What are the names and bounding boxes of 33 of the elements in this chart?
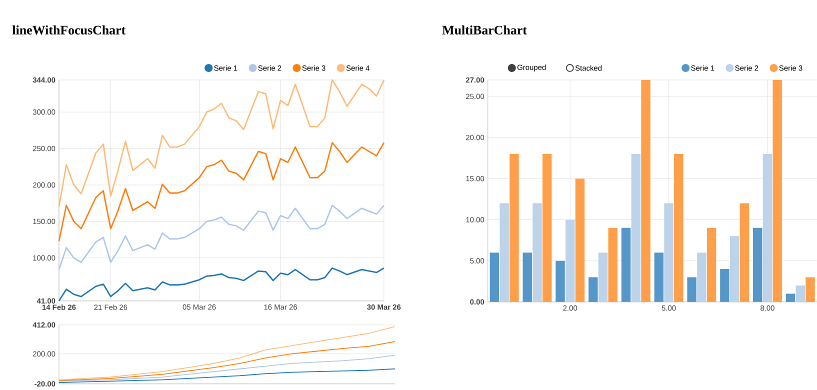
bar: [706, 228, 716, 302]
bar: [588, 277, 598, 302]
bar: [631, 154, 640, 302]
bar: [796, 286, 805, 302]
bar: [720, 269, 730, 302]
bar: [752, 228, 762, 302]
bar: [762, 154, 772, 302]
bar: [641, 80, 650, 302]
bar: [697, 252, 706, 302]
bar: [674, 154, 684, 302]
bar: [490, 252, 500, 302]
bar: [522, 252, 532, 302]
bar: [542, 154, 552, 302]
bar: [510, 154, 519, 302]
bar: [532, 203, 542, 302]
bar: [664, 203, 674, 302]
bar: [730, 236, 740, 302]
bar: [740, 203, 750, 302]
bar: [621, 228, 631, 302]
bar: [598, 252, 608, 302]
bar: [786, 294, 796, 302]
bar: [556, 260, 565, 302]
bar: [654, 252, 664, 302]
bar: [772, 80, 782, 302]
bar: [608, 228, 618, 302]
chart-title: MultiBarChart: [442, 25, 527, 35]
bar: [500, 203, 509, 302]
bar: [806, 277, 815, 302]
chart-title: lineWithFocusChart: [12, 25, 126, 35]
bar: [566, 220, 575, 302]
bar: [687, 277, 696, 302]
bar: [575, 178, 585, 302]
line-series: [58, 341, 396, 381]
